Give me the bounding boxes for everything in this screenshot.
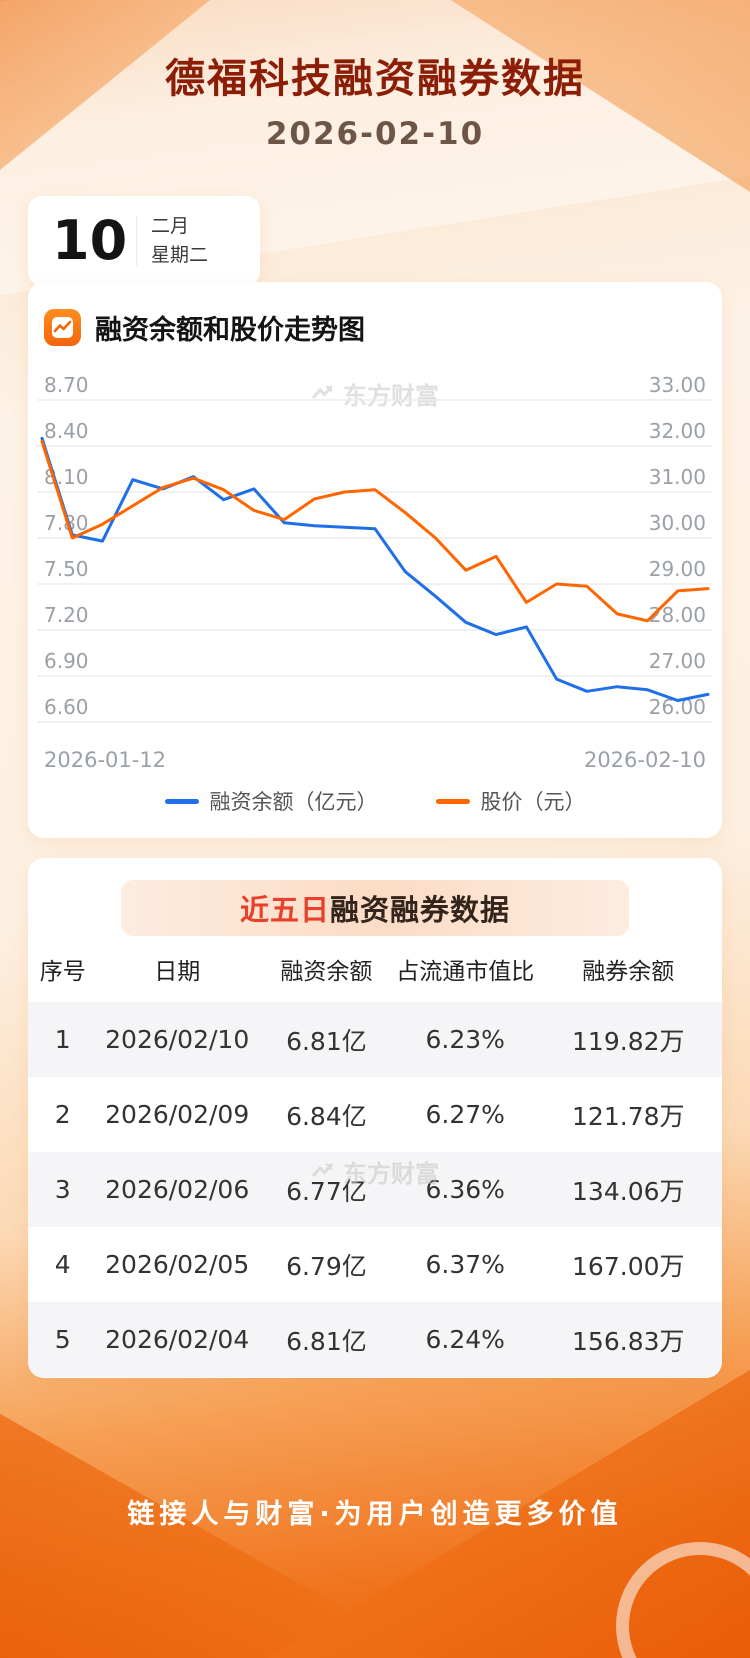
table-cell: 6.36% — [425, 1175, 505, 1204]
table-cell: 121.78万 — [572, 1101, 685, 1131]
trend-chart-icon — [44, 309, 81, 346]
table-cell: 3 — [54, 1175, 71, 1204]
table-cell: 6.79亿 — [286, 1251, 367, 1281]
chart-card: 融资余额和股价走势图 东方财富 8.70 8.40 8.10 7.80 7.50 7.20… — [28, 282, 722, 838]
table-cell: 2 — [54, 1100, 71, 1129]
table-cell: 6.27% — [425, 1100, 505, 1129]
svg-text:30.00: 30.00 — [649, 511, 706, 535]
svg-text:8.40: 8.40 — [44, 419, 89, 443]
x-axis-start-label: 2026-01-12 — [44, 748, 167, 772]
table-cell: 6.81亿 — [286, 1026, 367, 1056]
table-cell: 2026/02/05 — [105, 1250, 250, 1279]
svg-text:33.00: 33.00 — [649, 373, 706, 397]
date-divider — [136, 216, 137, 266]
svg-text:29.00: 29.00 — [649, 557, 706, 581]
table-header-cell: 序号 — [39, 959, 86, 985]
legend-swatch — [435, 798, 470, 804]
footer-slogan: 链接人与财富·为用户创造更多价值 — [127, 1499, 623, 1530]
table-title: 近五日 融资融券数据 — [121, 880, 629, 936]
chart-header: 融资余额和股价走势图 — [28, 282, 722, 347]
table-cell: 2026/02/09 — [105, 1100, 250, 1129]
x-axis-labels: 2026-01-12 2026-02-10 — [28, 748, 722, 772]
table-header-cell: 融券余额 — [582, 959, 675, 985]
table-cell: 6.77亿 — [286, 1176, 367, 1206]
table-header-row: 序号 日期 融资余额 占流通市值比 融券余额 — [28, 936, 722, 1002]
table-header-cell: 占流通市值比 — [396, 959, 535, 985]
table-card: 近五日 融资融券数据 序号 日期 融资余额 占流通市值比 融券余额 1 2026/02/10… — [28, 858, 722, 1378]
legend-item: 融资余额（亿元） — [164, 786, 378, 816]
svg-text:28.00: 28.00 — [649, 603, 706, 627]
table-body: 1 2026/02/10 6.81亿 6.23% 119.82万 2 2026/02/09 6… — [28, 1002, 722, 1377]
chart-watermark: 东方财富 — [28, 376, 722, 411]
table-cell: 134.06万 — [572, 1176, 685, 1206]
table-row: 4 2026/02/05 6.79亿 6.37% 167.00万 — [28, 1227, 722, 1302]
table-cell: 119.82万 — [572, 1026, 685, 1056]
date-card: 10 二月 星期二 — [28, 196, 260, 286]
table-cell: 5 — [54, 1325, 71, 1354]
table-row: 5 2026/02/04 6.81亿 6.24% 156.83万 — [28, 1302, 722, 1377]
table-cell: 6.37% — [425, 1250, 505, 1279]
svg-text:27.00: 27.00 — [649, 649, 706, 673]
table-cell: 6.84亿 — [286, 1101, 367, 1131]
x-axis-end-label: 2026-02-10 — [583, 748, 706, 772]
legend-swatch — [164, 798, 199, 804]
legend-item: 股价（元） — [435, 786, 586, 816]
table-row: 2 2026/02/09 6.84亿 6.27% 121.78万 — [28, 1077, 722, 1152]
chart-title: 融资余额和股价走势图 — [95, 315, 365, 346]
table-cell: 1 — [54, 1025, 71, 1054]
table-header-cell: 融资余额 — [280, 959, 373, 985]
legend-label: 融资余额（亿元） — [209, 790, 378, 814]
page-date: 2026-02-10 — [265, 116, 485, 152]
table-cell: 2026/02/06 — [105, 1175, 250, 1204]
svg-text:8.70: 8.70 — [44, 373, 89, 397]
svg-text:32.00: 32.00 — [649, 419, 706, 443]
svg-text:26.00: 26.00 — [649, 695, 706, 719]
table-header-cell: 日期 — [154, 959, 201, 985]
date-details: 二月 星期二 — [151, 212, 208, 270]
table-watermark: 东方财富 — [28, 1154, 722, 1189]
page-title: 德福科技融资融券数据 — [165, 56, 585, 102]
svg-text:6.60: 6.60 — [44, 695, 89, 719]
svg-text:6.90: 6.90 — [44, 649, 89, 673]
table-cell: 167.00万 — [572, 1251, 685, 1281]
table-cell: 2026/02/04 — [105, 1325, 250, 1354]
footer-ring-logo-icon — [616, 1542, 750, 1658]
table-title-highlight: 近五日 — [239, 893, 330, 927]
date-weekday: 星期二 — [151, 244, 209, 266]
table-cell: 6.23% — [425, 1025, 505, 1054]
eastmoney-logo-icon — [311, 384, 334, 399]
chart-legend: 融资余额（亿元） 股价（元） — [28, 786, 722, 816]
watermark-text: 东方财富 — [343, 1160, 439, 1188]
table-cell: 6.24% — [425, 1325, 505, 1354]
table-row: 1 2026/02/10 6.81亿 6.23% 119.82万 — [28, 1002, 722, 1077]
svg-text:7.20: 7.20 — [44, 603, 89, 627]
date-month: 二月 — [151, 215, 190, 237]
eastmoney-logo-icon — [311, 1162, 334, 1177]
table-cell: 6.81亿 — [286, 1326, 367, 1356]
table-cell: 4 — [54, 1250, 71, 1279]
svg-text:7.50: 7.50 — [44, 557, 89, 581]
watermark-text: 东方财富 — [343, 382, 439, 410]
line-chart: 8.708.408.107.807.507.206.906.6033.0032.… — [38, 373, 712, 723]
legend-label: 股价（元） — [480, 790, 586, 814]
table-cell: 2026/02/10 — [105, 1025, 250, 1054]
table-row: 3 2026/02/06 6.77亿 6.36% 134.06万 — [28, 1152, 722, 1227]
svg-text:31.00: 31.00 — [649, 465, 706, 489]
date-day: 10 — [52, 209, 128, 272]
table-cell: 156.83万 — [572, 1326, 685, 1356]
table-title-rest: 融资融券数据 — [330, 893, 511, 927]
